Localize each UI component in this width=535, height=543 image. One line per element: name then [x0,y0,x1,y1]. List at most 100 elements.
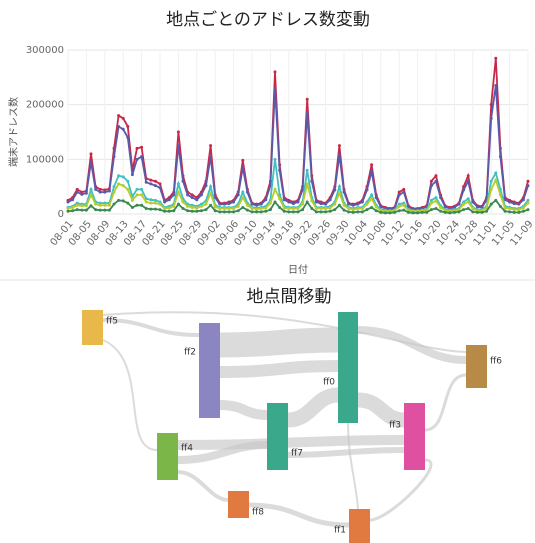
point [149,198,153,202]
point [112,185,116,189]
point [273,157,277,161]
point [434,199,438,203]
point [273,70,277,74]
point [296,200,300,204]
point [222,202,226,206]
point [255,207,259,211]
point [337,191,341,195]
point [526,184,530,188]
point [416,211,420,215]
point [80,190,84,194]
point [324,202,328,206]
point [508,200,512,204]
point [498,193,502,197]
point [462,200,466,204]
point [250,207,254,211]
point [80,192,84,196]
point [466,200,470,204]
point [411,211,415,215]
point [222,210,226,214]
point [103,203,107,207]
point [66,200,70,204]
point [370,205,374,209]
point [273,187,277,191]
point [75,190,79,194]
point [268,208,272,212]
link [219,400,268,420]
point [103,201,107,205]
y-axis-label: 端末アドレス数 [7,97,20,167]
point [466,207,470,211]
node [82,310,103,345]
point [287,210,291,214]
point [117,182,121,186]
point [94,187,98,191]
point [195,206,199,210]
point [425,210,429,214]
point [370,163,374,167]
point [291,202,295,206]
point [356,202,360,206]
point [195,209,199,213]
point [319,202,323,206]
point [103,188,107,192]
point [245,190,249,194]
point [209,203,213,207]
point [439,209,443,213]
point [301,202,305,206]
point [264,198,268,202]
point [402,203,406,207]
point [167,206,171,210]
link [219,360,339,378]
point [241,196,245,200]
link [248,502,350,528]
point [342,208,346,212]
point [121,116,125,120]
point [144,207,148,211]
point [406,210,410,214]
sankey-nodes: ff5 ff2 ff0 ff6 ff4 ff7 ff3 ff8 ff1 [82,310,502,543]
point [227,207,231,211]
point [126,125,130,129]
point [278,197,282,201]
point [75,203,79,207]
point [360,200,364,204]
point [319,207,323,211]
point [347,202,351,206]
point [429,208,433,212]
link [219,327,339,358]
point [379,205,383,209]
point [149,178,153,182]
point [140,203,144,207]
point [241,190,245,194]
point [526,208,530,212]
point [167,198,171,202]
point [172,204,176,208]
point [112,202,116,206]
point [241,205,245,209]
point [153,207,157,211]
series-line [67,58,529,210]
point [209,155,213,159]
point [526,179,530,183]
point [98,208,102,212]
point [310,207,314,211]
point [255,203,259,207]
point [103,190,107,194]
point [273,86,277,90]
link [177,470,229,502]
point [434,174,438,178]
point [517,210,521,214]
point [494,84,498,88]
point [503,206,507,210]
point [429,198,433,202]
point [462,208,466,212]
point [140,155,144,159]
sankey-links [102,311,467,528]
link [347,422,359,510]
point [310,199,314,203]
point [75,187,79,191]
node [349,509,370,543]
node-label: ff7 [291,449,303,459]
point [485,209,489,213]
